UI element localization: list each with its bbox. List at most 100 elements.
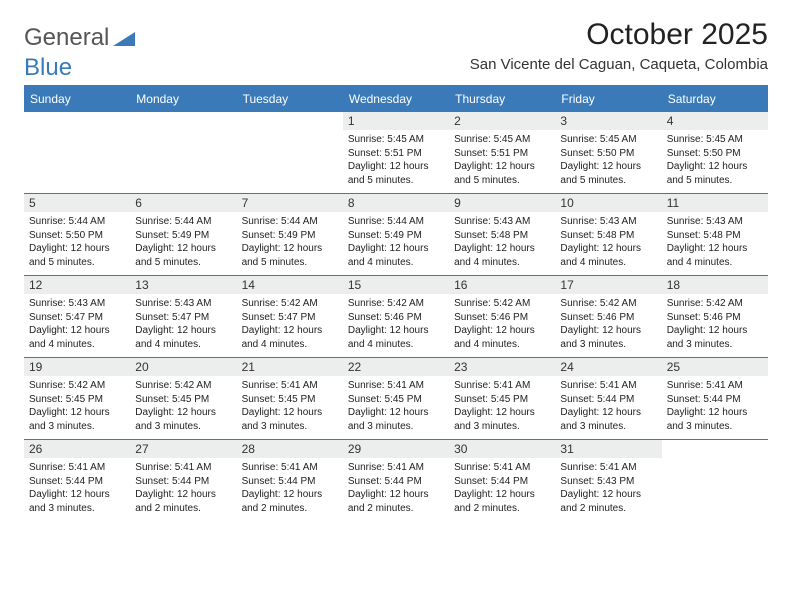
calendar-day-cell [130,112,236,194]
day-details: Sunrise: 5:45 AMSunset: 5:51 PMDaylight:… [449,130,555,193]
day-number: 2 [449,112,555,130]
header: General October 2025 San Vicente del Cag… [24,18,768,81]
logo: General [24,24,137,52]
day-number: 11 [662,194,768,212]
calendar-day-cell: 2Sunrise: 5:45 AMSunset: 5:51 PMDaylight… [449,112,555,194]
calendar-day-cell [662,440,768,522]
day-number: 27 [130,440,236,458]
calendar-day-cell: 27Sunrise: 5:41 AMSunset: 5:44 PMDayligh… [130,440,236,522]
day-details: Sunrise: 5:41 AMSunset: 5:44 PMDaylight:… [24,458,130,521]
calendar-day-cell: 4Sunrise: 5:45 AMSunset: 5:50 PMDaylight… [662,112,768,194]
calendar-day-cell: 14Sunrise: 5:42 AMSunset: 5:47 PMDayligh… [237,276,343,358]
day-number: 10 [555,194,661,212]
day-details: Sunrise: 5:41 AMSunset: 5:44 PMDaylight:… [130,458,236,521]
calendar-week-row: 12Sunrise: 5:43 AMSunset: 5:47 PMDayligh… [24,276,768,358]
day-number: 30 [449,440,555,458]
calendar-week-row: 5Sunrise: 5:44 AMSunset: 5:50 PMDaylight… [24,194,768,276]
day-details: Sunrise: 5:44 AMSunset: 5:49 PMDaylight:… [130,212,236,275]
day-details: Sunrise: 5:42 AMSunset: 5:46 PMDaylight:… [662,294,768,357]
day-number: 31 [555,440,661,458]
day-details: Sunrise: 5:44 AMSunset: 5:49 PMDaylight:… [237,212,343,275]
day-number: 26 [24,440,130,458]
day-number: 6 [130,194,236,212]
calendar-day-cell: 5Sunrise: 5:44 AMSunset: 5:50 PMDaylight… [24,194,130,276]
calendar-day-cell: 15Sunrise: 5:42 AMSunset: 5:46 PMDayligh… [343,276,449,358]
day-header: Sunday [24,86,130,112]
day-details: Sunrise: 5:43 AMSunset: 5:47 PMDaylight:… [130,294,236,357]
calendar-day-cell: 19Sunrise: 5:42 AMSunset: 5:45 PMDayligh… [24,358,130,440]
calendar-day-cell [237,112,343,194]
day-number: 17 [555,276,661,294]
day-number: 22 [343,358,449,376]
day-details: Sunrise: 5:41 AMSunset: 5:45 PMDaylight:… [237,376,343,439]
day-details: Sunrise: 5:42 AMSunset: 5:47 PMDaylight:… [237,294,343,357]
calendar-day-cell [24,112,130,194]
day-details: Sunrise: 5:42 AMSunset: 5:45 PMDaylight:… [130,376,236,439]
day-details: Sunrise: 5:44 AMSunset: 5:49 PMDaylight:… [343,212,449,275]
calendar-day-cell: 24Sunrise: 5:41 AMSunset: 5:44 PMDayligh… [555,358,661,440]
calendar-day-cell: 29Sunrise: 5:41 AMSunset: 5:44 PMDayligh… [343,440,449,522]
day-number: 15 [343,276,449,294]
calendar-day-cell: 9Sunrise: 5:43 AMSunset: 5:48 PMDaylight… [449,194,555,276]
calendar-day-cell: 28Sunrise: 5:41 AMSunset: 5:44 PMDayligh… [237,440,343,522]
day-details: Sunrise: 5:43 AMSunset: 5:48 PMDaylight:… [555,212,661,275]
day-details: Sunrise: 5:42 AMSunset: 5:46 PMDaylight:… [449,294,555,357]
calendar-day-cell: 1Sunrise: 5:45 AMSunset: 5:51 PMDaylight… [343,112,449,194]
day-details: Sunrise: 5:41 AMSunset: 5:44 PMDaylight:… [343,458,449,521]
calendar-day-cell: 23Sunrise: 5:41 AMSunset: 5:45 PMDayligh… [449,358,555,440]
day-number: 8 [343,194,449,212]
day-number: 1 [343,112,449,130]
day-number: 25 [662,358,768,376]
calendar-week-row: 1Sunrise: 5:45 AMSunset: 5:51 PMDaylight… [24,112,768,194]
day-number: 19 [24,358,130,376]
day-details: Sunrise: 5:43 AMSunset: 5:47 PMDaylight:… [24,294,130,357]
calendar-day-cell: 30Sunrise: 5:41 AMSunset: 5:44 PMDayligh… [449,440,555,522]
calendar-header-row: SundayMondayTuesdayWednesdayThursdayFrid… [24,86,768,112]
logo-triangle-icon [113,30,135,46]
day-details: Sunrise: 5:45 AMSunset: 5:51 PMDaylight:… [343,130,449,193]
day-header: Wednesday [343,86,449,112]
calendar-day-cell: 8Sunrise: 5:44 AMSunset: 5:49 PMDaylight… [343,194,449,276]
day-number: 9 [449,194,555,212]
calendar-day-cell: 7Sunrise: 5:44 AMSunset: 5:49 PMDaylight… [237,194,343,276]
day-number: 3 [555,112,661,130]
calendar-day-cell: 17Sunrise: 5:42 AMSunset: 5:46 PMDayligh… [555,276,661,358]
calendar-day-cell: 26Sunrise: 5:41 AMSunset: 5:44 PMDayligh… [24,440,130,522]
day-number: 24 [555,358,661,376]
day-number: 12 [24,276,130,294]
day-number: 7 [237,194,343,212]
day-header: Saturday [662,86,768,112]
day-number: 14 [237,276,343,294]
calendar-week-row: 26Sunrise: 5:41 AMSunset: 5:44 PMDayligh… [24,440,768,522]
day-number: 21 [237,358,343,376]
day-details: Sunrise: 5:42 AMSunset: 5:46 PMDaylight:… [343,294,449,357]
page-title: October 2025 [470,18,768,52]
day-details: Sunrise: 5:41 AMSunset: 5:44 PMDaylight:… [237,458,343,521]
calendar-week-row: 19Sunrise: 5:42 AMSunset: 5:45 PMDayligh… [24,358,768,440]
calendar-day-cell: 3Sunrise: 5:45 AMSunset: 5:50 PMDaylight… [555,112,661,194]
logo-word1: General [24,24,109,52]
day-header: Monday [130,86,236,112]
page-subtitle: San Vicente del Caguan, Caqueta, Colombi… [470,56,768,73]
day-number: 28 [237,440,343,458]
day-header: Tuesday [237,86,343,112]
day-number: 13 [130,276,236,294]
day-details: Sunrise: 5:41 AMSunset: 5:43 PMDaylight:… [555,458,661,521]
day-header: Thursday [449,86,555,112]
day-details: Sunrise: 5:41 AMSunset: 5:44 PMDaylight:… [662,376,768,439]
calendar-day-cell: 21Sunrise: 5:41 AMSunset: 5:45 PMDayligh… [237,358,343,440]
day-details: Sunrise: 5:44 AMSunset: 5:50 PMDaylight:… [24,212,130,275]
calendar-day-cell: 22Sunrise: 5:41 AMSunset: 5:45 PMDayligh… [343,358,449,440]
day-number: 18 [662,276,768,294]
day-details: Sunrise: 5:43 AMSunset: 5:48 PMDaylight:… [449,212,555,275]
calendar-day-cell: 20Sunrise: 5:42 AMSunset: 5:45 PMDayligh… [130,358,236,440]
calendar-day-cell: 31Sunrise: 5:41 AMSunset: 5:43 PMDayligh… [555,440,661,522]
logo-word2: Blue [24,54,72,82]
calendar-body: 1Sunrise: 5:45 AMSunset: 5:51 PMDaylight… [24,112,768,522]
calendar-day-cell: 25Sunrise: 5:41 AMSunset: 5:44 PMDayligh… [662,358,768,440]
day-details: Sunrise: 5:41 AMSunset: 5:45 PMDaylight:… [449,376,555,439]
calendar-day-cell: 11Sunrise: 5:43 AMSunset: 5:48 PMDayligh… [662,194,768,276]
day-number: 23 [449,358,555,376]
day-details: Sunrise: 5:42 AMSunset: 5:45 PMDaylight:… [24,376,130,439]
calendar-table: SundayMondayTuesdayWednesdayThursdayFrid… [24,85,768,521]
